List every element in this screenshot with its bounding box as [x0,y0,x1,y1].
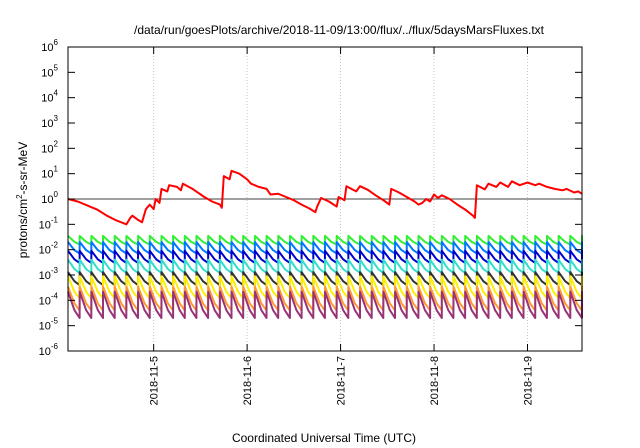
y-tick-label-3: 10-3 [39,266,59,282]
y-tick-label-9: 103 [41,114,58,130]
y-tick-label-2: 10-4 [39,291,59,307]
y-tick-label-0: 10-6 [39,342,59,358]
x-axis-label: Coordinated Universal Time (UTC) [232,431,416,445]
chart-title: /data/run/goesPlots/archive/2018-11-09/1… [134,23,545,37]
y-tick-label-1: 10-5 [39,317,59,333]
y-tick-label-7: 101 [41,165,58,181]
y-axis-label-tail: -s-sr-MeV [16,142,30,195]
x-tick-label-1: 2018-11-6 [242,356,254,405]
y-axis-label-main: protons/cm [16,199,30,258]
y-axis-label-sup: 2 [15,194,24,199]
series-line-3 [67,249,583,264]
x-axis: 2018-11-5 2018-11-6 2018-11-7 2018-11-8 2018… [149,47,534,405]
x-tick-label-2: 2018-11-7 [336,356,348,405]
y-tick-label-5: 10-1 [39,215,59,231]
x-tick-label-0: 2018-11-5 [149,356,161,405]
y-tick-label-12: 106 [41,38,58,54]
series-line-7 [67,285,583,312]
series-line-2 [67,241,583,255]
series-line-5 [67,271,583,287]
y-tick-label-8: 102 [41,139,58,155]
y-axis-label: protons/cm2-s-sr-MeV [15,142,30,258]
y-tick-label-11: 105 [41,63,58,79]
y-tick-label-10: 104 [41,89,58,105]
series-group [67,169,583,319]
y-tick-label-4: 10-2 [39,241,59,257]
x-tick-label-4: 2018-11-9 [522,356,534,405]
x-tick-label-3: 2018-11-8 [429,356,441,405]
series-line-4 [67,258,583,274]
series-line-0 [67,169,583,226]
series-line-1 [67,234,583,246]
series-line-6 [67,275,583,300]
y-tick-label-6: 100 [41,190,58,206]
series-line-8 [67,290,583,319]
y-axis: 10-6 10-5 10-4 10-3 10-2 10-1 100 101 102 103 104 1… [39,38,582,358]
